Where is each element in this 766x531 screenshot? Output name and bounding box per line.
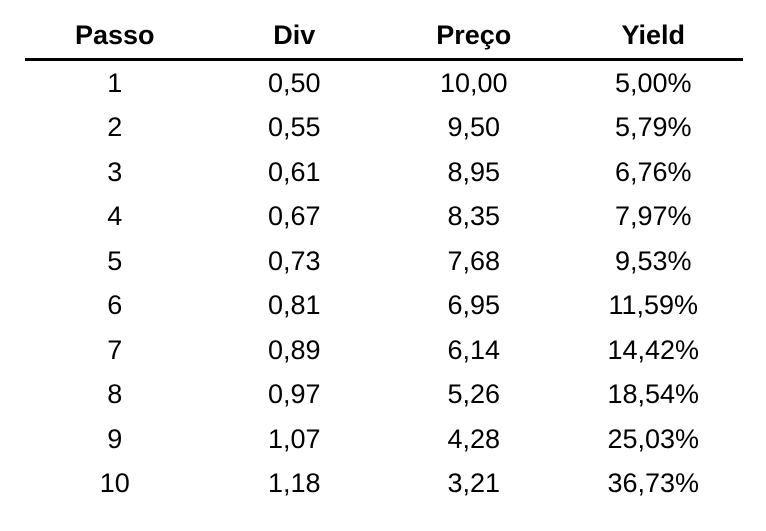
cell-yield: 25,03% bbox=[607, 423, 700, 454]
cell-yield: 11,59% bbox=[608, 290, 699, 321]
cell-yield: 5,00% bbox=[614, 67, 692, 98]
cell-div: 1,07 bbox=[267, 423, 321, 454]
cell-yield: 9,53% bbox=[614, 245, 692, 276]
table-row: 8 0,97 5,26 18,54% bbox=[25, 373, 743, 418]
table-row: 7 0,89 6,14 14,42% bbox=[25, 328, 743, 373]
table-row: 9 1,07 4,28 25,03% bbox=[25, 417, 743, 462]
cell-yield: 14,42% bbox=[607, 334, 700, 365]
cell-div: 1,18 bbox=[267, 468, 321, 499]
cell-preco: 6,95 bbox=[447, 290, 501, 321]
cell-passo: 6 bbox=[107, 290, 123, 321]
cell-preco: 7,68 bbox=[447, 245, 501, 276]
cell-yield: 5,79% bbox=[614, 112, 692, 143]
cell-preco: 8,35 bbox=[447, 201, 501, 232]
cell-passo: 3 bbox=[107, 156, 123, 187]
column-header-preco: Preço bbox=[384, 12, 564, 61]
cell-passo: 8 bbox=[107, 379, 123, 410]
column-header-div: Div bbox=[204, 12, 384, 61]
cell-passo: 9 bbox=[107, 423, 123, 454]
cell-yield: 7,97% bbox=[614, 201, 692, 232]
cell-preco: 8,95 bbox=[447, 156, 501, 187]
cell-preco: 4,28 bbox=[447, 423, 501, 454]
cell-preco: 10,00 bbox=[439, 67, 508, 98]
cell-preco: 6,14 bbox=[447, 334, 501, 365]
cell-passo: 5 bbox=[107, 245, 123, 276]
cell-yield: 6,76% bbox=[614, 156, 692, 187]
table-row: 5 0,73 7,68 9,53% bbox=[25, 239, 743, 284]
cell-yield: 18,54% bbox=[607, 379, 700, 410]
cell-div: 0,50 bbox=[267, 67, 321, 98]
cell-passo: 1 bbox=[107, 67, 123, 98]
cell-passo: 10 bbox=[99, 468, 130, 499]
cell-div: 0,89 bbox=[267, 334, 321, 365]
column-header-yield: Yield bbox=[563, 12, 743, 61]
cell-yield: 36,73% bbox=[607, 468, 700, 499]
table-row: 1 0,50 10,00 5,00% bbox=[25, 60, 743, 106]
header-row: Passo Div Preço Yield bbox=[25, 12, 743, 61]
table-body: 1 0,50 10,00 5,00% 2 0,55 9,50 5,79% 3 0,61 8,95 6,… bbox=[25, 60, 743, 507]
column-header-passo: Passo bbox=[25, 12, 205, 61]
cell-preco: 5,26 bbox=[447, 379, 501, 410]
table-head: Passo Div Preço Yield bbox=[25, 12, 743, 61]
data-table: Passo Div Preço Yield 1 0,50 10,00 5,00% 2 0,55 9… bbox=[25, 12, 743, 506]
cell-div: 0,97 bbox=[267, 379, 321, 410]
cell-preco: 9,50 bbox=[447, 112, 501, 143]
table-row: 3 0,61 8,95 6,76% bbox=[25, 150, 743, 195]
cell-passo: 4 bbox=[107, 201, 123, 232]
cell-div: 0,67 bbox=[267, 201, 321, 232]
table-row: 6 0,81 6,95 11,59% bbox=[25, 284, 743, 329]
cell-div: 0,73 bbox=[267, 245, 321, 276]
cell-div: 0,81 bbox=[267, 290, 321, 321]
table-row: 10 1,18 3,21 36,73% bbox=[25, 462, 743, 507]
cell-div: 0,61 bbox=[267, 156, 321, 187]
table-row: 4 0,67 8,35 7,97% bbox=[25, 195, 743, 240]
table-row: 2 0,55 9,50 5,79% bbox=[25, 106, 743, 151]
cell-passo: 7 bbox=[107, 334, 123, 365]
cell-preco: 3,21 bbox=[447, 468, 501, 499]
cell-div: 0,55 bbox=[267, 112, 321, 143]
cell-passo: 2 bbox=[107, 112, 123, 143]
